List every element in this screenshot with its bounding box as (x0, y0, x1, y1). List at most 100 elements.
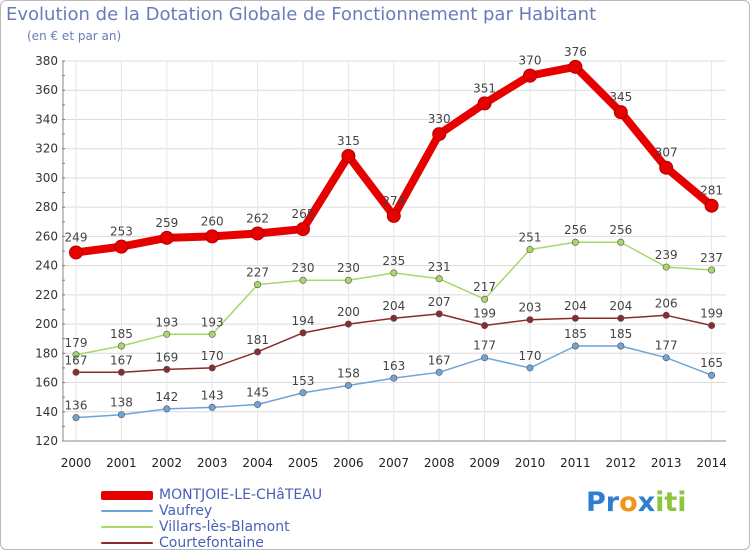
legend-label-vaufrey: Vaufrey (159, 503, 213, 519)
data-point (477, 96, 492, 111)
data-point (117, 342, 125, 350)
data-label: 256 (609, 223, 632, 237)
data-point (299, 389, 307, 397)
y-tick-label: 380 (35, 54, 58, 68)
data-point (571, 314, 579, 322)
data-point (69, 245, 83, 260)
y-tick-label: 220 (35, 288, 58, 302)
data-label: 143 (201, 388, 224, 402)
data-label: 351 (473, 81, 496, 95)
data-label: 370 (519, 54, 542, 68)
x-tick-label: 2010 (515, 456, 546, 470)
data-label: 217 (473, 280, 496, 294)
y-tick-label: 140 (35, 405, 58, 419)
chart-title: Evolution de la Dotation Globale de Fonc… (6, 4, 597, 25)
data-point (114, 239, 129, 254)
data-label: 203 (519, 301, 542, 315)
legend-label-montjoie: MONTJOIE-LE-CHâTEAU (159, 487, 323, 503)
data-point (435, 275, 443, 283)
chart-subtitle: (en € et par an) (27, 29, 122, 43)
y-tick-label: 360 (35, 83, 58, 97)
data-label: 253 (110, 225, 133, 239)
data-point (254, 281, 262, 289)
data-point (163, 405, 171, 413)
logo-letter: i (655, 487, 665, 518)
data-point (617, 342, 625, 350)
y-tick-label: 160 (35, 376, 58, 390)
legend-swatch-montjoie (101, 490, 153, 500)
x-tick-label: 2000 (61, 456, 92, 470)
data-label: 307 (655, 146, 678, 160)
y-tick-label: 240 (35, 259, 58, 273)
logo-letter: P (586, 487, 606, 518)
data-label: 185 (110, 327, 133, 341)
legend-item-courtefontaine: Courtefontaine (101, 535, 322, 550)
data-point (344, 276, 352, 284)
data-point (250, 226, 265, 241)
data-point (526, 316, 534, 324)
x-tick-label: 2012 (606, 456, 637, 470)
data-point (617, 314, 625, 322)
data-label: 145 (246, 385, 269, 399)
data-label: 167 (110, 353, 133, 367)
data-label: 185 (609, 327, 632, 341)
data-label: 256 (564, 223, 587, 237)
data-point (254, 348, 262, 356)
data-point (568, 59, 583, 74)
legend-item-montjoie: MONTJOIE-LE-CHâTEAU (101, 487, 322, 503)
data-point (526, 246, 534, 254)
data-label: 185 (564, 327, 587, 341)
data-point (117, 411, 125, 419)
proxiti-logo: Proxiti (586, 487, 687, 518)
data-label: 206 (655, 296, 678, 310)
data-point (208, 403, 216, 411)
legend-label-villars: Villars-lès-Blamont (159, 519, 290, 535)
data-label: 142 (155, 390, 178, 404)
data-label: 227 (246, 266, 269, 280)
legend: MONTJOIE-LE-CHâTEAU Vaufrey Villars-lès-… (101, 487, 322, 550)
data-label: 163 (382, 359, 405, 373)
x-tick-label: 2003 (197, 456, 228, 470)
logo-letter: r (605, 487, 620, 518)
data-point (481, 295, 489, 303)
data-label: 181 (246, 333, 269, 347)
x-tick-label: 2011 (560, 456, 591, 470)
x-tick-label: 2002 (152, 456, 183, 470)
data-label: 281 (700, 184, 723, 198)
data-point (254, 400, 262, 408)
data-label: 230 (292, 261, 315, 275)
data-point (341, 149, 356, 163)
legend-label-courtefontaine: Courtefontaine (159, 535, 264, 550)
data-label: 165 (700, 356, 723, 370)
data-label: 235 (382, 254, 405, 268)
data-label: 170 (201, 349, 224, 363)
data-label: 167 (428, 353, 451, 367)
legend-swatch-villars (101, 526, 153, 528)
data-point (571, 342, 579, 350)
data-point (299, 329, 307, 337)
logo-letter: x (637, 487, 656, 518)
data-point (390, 269, 398, 277)
data-point (159, 230, 174, 245)
data-point (526, 364, 534, 372)
x-tick-label: 2008 (424, 456, 455, 470)
data-point (435, 368, 443, 376)
x-tick-label: 2006 (333, 456, 364, 470)
data-point (72, 368, 80, 376)
data-label: 345 (609, 90, 632, 104)
data-point (299, 276, 307, 284)
data-point (481, 354, 489, 362)
data-label: 315 (337, 134, 360, 148)
data-label: 237 (700, 251, 723, 265)
data-point (662, 263, 670, 271)
data-label: 193 (201, 315, 224, 329)
data-label: 274 (382, 194, 405, 208)
data-label: 260 (201, 214, 224, 228)
data-label: 177 (655, 339, 678, 353)
data-point (296, 222, 310, 237)
data-label: 204 (382, 299, 405, 313)
x-tick-label: 2004 (242, 456, 273, 470)
data-label: 158 (337, 366, 360, 380)
x-tick-label: 2009 (469, 456, 500, 470)
legend-swatch-vaufrey (101, 510, 153, 512)
